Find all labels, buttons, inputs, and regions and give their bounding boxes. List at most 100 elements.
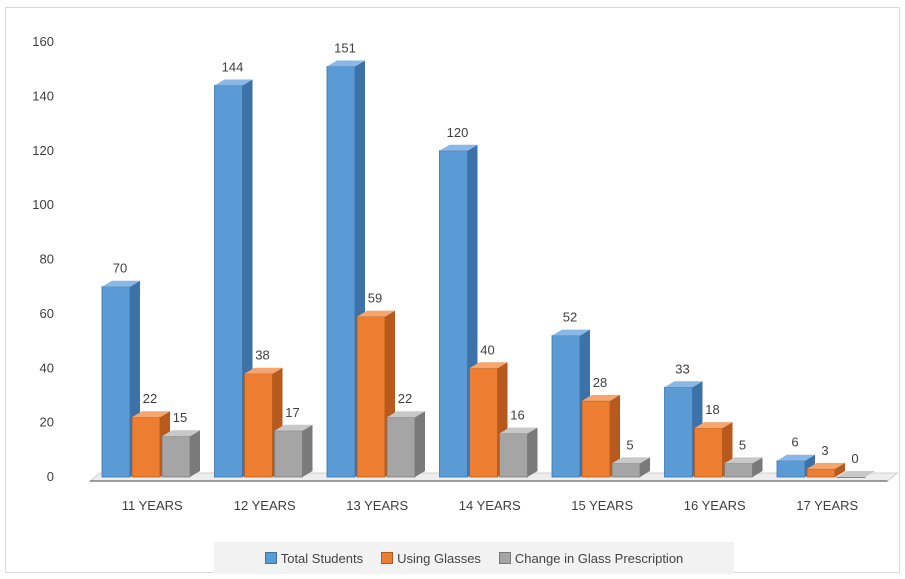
legend: Total Students Using Glasses Change in G… [214, 542, 734, 574]
bar-top [499, 427, 538, 434]
bar-top [162, 430, 200, 437]
bar-top [469, 362, 508, 369]
bar-top [274, 424, 313, 431]
data-label: 15 [173, 410, 187, 425]
bar-side [610, 394, 620, 477]
bar[interactable] [326, 60, 365, 478]
bars-group [101, 60, 875, 478]
bar-front [776, 460, 806, 478]
data-label: 16 [510, 408, 524, 423]
legend-label-total-students: Total Students [280, 550, 364, 566]
bar-top [664, 381, 703, 388]
y-tick-label: 80 [40, 252, 54, 267]
data-label: 33 [675, 361, 689, 376]
bar-front [214, 85, 243, 478]
y-tick-label: 120 [32, 143, 54, 158]
y-tick-label: 60 [40, 306, 54, 321]
bar-front [806, 468, 836, 478]
legend-item-change-prescription[interactable]: Change in Glass Prescription [498, 550, 684, 566]
bar-top [777, 454, 815, 461]
bar-top [214, 79, 253, 86]
bar-top [387, 411, 425, 418]
data-labels-group: 70 22 15 144 38 17 151 59 22 120 40 16 52 28 5 33 18 5 6 3 0 [113, 40, 859, 466]
data-label: 5 [626, 437, 633, 452]
data-label: 6 [791, 435, 798, 450]
data-label: 151 [334, 40, 356, 55]
bar-front [611, 463, 641, 478]
bar-side [835, 462, 845, 477]
bar-side [752, 457, 763, 477]
bar[interactable] [161, 430, 200, 478]
x-tick-label: 13 YEARS [346, 498, 408, 513]
bar-top [837, 471, 875, 477]
legend-swatch-total-students [264, 552, 277, 564]
bar-side [190, 430, 200, 477]
bar-front [581, 400, 611, 478]
data-label: 18 [705, 402, 719, 417]
data-label: 5 [739, 437, 746, 452]
legend-swatch-change-prescription [498, 552, 511, 564]
bar[interactable] [386, 411, 425, 478]
bar-front [439, 150, 468, 478]
bar[interactable] [611, 457, 650, 478]
bar-side [415, 411, 425, 477]
bar[interactable] [836, 471, 875, 478]
bar[interactable] [356, 310, 395, 478]
bar-side [302, 424, 313, 477]
bar-top [102, 280, 140, 287]
y-tick-label: 20 [40, 415, 54, 430]
bar-top [132, 411, 170, 418]
data-label: 22 [398, 391, 412, 406]
bar-side [527, 427, 538, 477]
legend-swatch-using-glasses [381, 552, 394, 564]
bar-front [724, 463, 753, 478]
data-label: 40 [480, 342, 494, 357]
bar[interactable] [581, 394, 620, 478]
legend-item-total-students[interactable]: Total Students [264, 550, 364, 566]
x-tick-label: 17 YEARS [796, 498, 858, 513]
bar-top [552, 329, 590, 336]
x-tick-label: 15 YEARS [571, 498, 633, 513]
bar-top [694, 422, 733, 429]
bar[interactable] [244, 367, 283, 478]
bar-front [386, 416, 416, 478]
bar-front [469, 367, 498, 478]
bar-top [724, 457, 763, 464]
data-label: 144 [222, 60, 244, 75]
bar-side [640, 457, 650, 477]
data-label: 38 [255, 348, 269, 363]
bar[interactable] [131, 411, 170, 478]
legend-item-using-glasses[interactable]: Using Glasses [381, 551, 481, 566]
data-label: 3 [821, 443, 828, 458]
bar-front [694, 427, 723, 478]
data-label: 17 [285, 405, 299, 420]
bar-top [439, 144, 478, 151]
data-label: 0 [851, 451, 858, 466]
bar-top [807, 462, 845, 469]
bar-top [327, 60, 365, 67]
bar-front [274, 430, 303, 478]
y-tick-label: 100 [32, 197, 54, 212]
bar[interactable] [724, 457, 763, 478]
x-tick-label: 14 YEARS [459, 498, 521, 513]
x-tick-label: 16 YEARS [684, 498, 746, 513]
y-axis-tick-labels: 0 20 40 60 80 100 120 140 160 [32, 34, 54, 484]
bar-front [101, 286, 131, 478]
chart-frame: 0 20 40 60 80 100 120 140 160 70 22 15 144 38 17 151 59… [5, 7, 900, 574]
legend-label-using-glasses: Using Glasses [397, 550, 481, 566]
y-tick-label: 160 [32, 34, 54, 49]
bar-front [356, 316, 386, 478]
bar[interactable] [499, 427, 538, 478]
bar-front [161, 435, 191, 478]
bar[interactable] [101, 280, 140, 478]
bar-top [582, 394, 620, 401]
data-label: 70 [113, 261, 127, 276]
bar-top [612, 457, 650, 464]
bar-front [244, 373, 273, 478]
bar[interactable] [274, 424, 313, 478]
legend-label-change-prescription: Change in Glass Prescription [514, 550, 684, 566]
bar-front [326, 66, 356, 478]
bar[interactable] [806, 462, 845, 478]
data-label: 120 [447, 125, 469, 140]
